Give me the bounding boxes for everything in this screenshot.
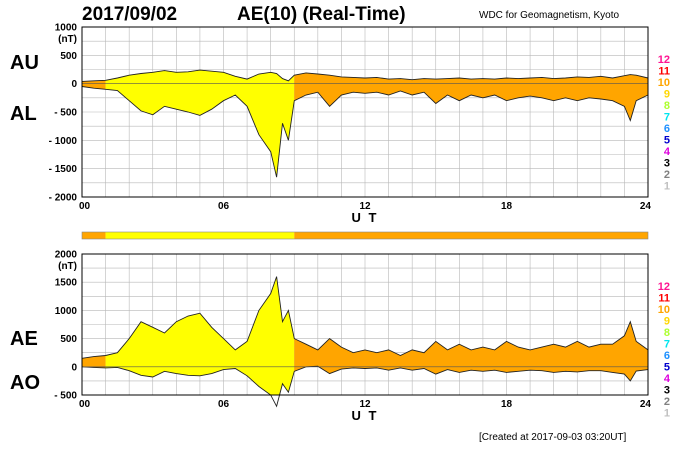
legend-item-11: 11 xyxy=(658,66,670,78)
x-tick-label: 00 xyxy=(79,201,91,212)
legend-item-8: 8 xyxy=(664,327,670,339)
legend-item-4: 4 xyxy=(664,146,671,158)
y-tick-label: 500 xyxy=(60,334,77,345)
series-label-al: AL xyxy=(10,103,37,125)
x-tick-label: 12 xyxy=(359,201,371,212)
legend-item-10: 10 xyxy=(658,77,670,89)
station-bar-segment xyxy=(105,232,295,239)
unit-label: (nT) xyxy=(58,261,77,272)
legend-item-7: 7 xyxy=(664,112,670,124)
area-fill-ae-ao xyxy=(105,276,295,395)
y-tick-label: 1000 xyxy=(55,23,78,34)
y-tick-label: - 500 xyxy=(54,108,77,119)
legend-item-4: 4 xyxy=(664,373,671,385)
series-label-au: AU xyxy=(10,52,39,74)
y-tick-label: 2000 xyxy=(55,250,78,261)
legend-item-1: 1 xyxy=(664,181,670,193)
x-tick-label: 18 xyxy=(501,399,513,410)
legend-item-5: 5 xyxy=(664,362,670,374)
legend-item-9: 9 xyxy=(664,89,670,101)
area-fill-ae-ao xyxy=(294,321,648,381)
x-axis-label: U T xyxy=(352,210,379,225)
x-tick-label: 06 xyxy=(218,399,230,410)
plot-frame xyxy=(81,26,649,198)
plot-frame xyxy=(81,253,649,396)
series-line-ao xyxy=(81,365,649,408)
series-line-ae xyxy=(81,276,649,359)
y-tick-label: - 1500 xyxy=(49,164,78,175)
station-color-bar xyxy=(81,231,649,240)
legend-item-10: 10 xyxy=(658,304,670,316)
legend-item-11: 11 xyxy=(658,293,670,305)
station-bar-segment xyxy=(294,232,648,239)
legend-item-6: 6 xyxy=(664,350,670,362)
data-source: WDC for Geomagnetism, Kyoto xyxy=(479,10,620,21)
x-tick-label: 00 xyxy=(79,399,91,410)
x-tick-label: 18 xyxy=(501,201,513,212)
chart-title: AE(10) (Real-Time) xyxy=(237,4,406,25)
legend-item-9: 9 xyxy=(664,316,670,328)
y-tick-label: 1500 xyxy=(55,278,78,289)
x-tick-label: 24 xyxy=(640,399,652,410)
station-bar-segment xyxy=(82,232,106,239)
series-line-au xyxy=(81,69,649,82)
y-tick-label: - 1000 xyxy=(49,136,78,147)
x-tick-label: 12 xyxy=(359,399,371,410)
x-tick-label: 06 xyxy=(218,201,230,212)
legend-item-3: 3 xyxy=(664,385,670,397)
series-label-ae: AE xyxy=(10,328,38,350)
x-tick-label: 24 xyxy=(640,201,652,212)
chart-date: 2017/09/02 xyxy=(82,4,178,25)
unit-label: (nT) xyxy=(58,34,77,45)
y-tick-label: - 500 xyxy=(54,391,77,402)
station-bar-frame xyxy=(81,231,649,240)
au-al-panel: 1000 500 0 - 500 - 1000 - 1500 - 2000 (nT) 00 06 1… xyxy=(49,23,671,226)
created-timestamp: [Created at 2017-09-03 03:20UT] xyxy=(479,432,627,443)
legend-item-6: 6 xyxy=(664,123,670,135)
legend-item-12: 12 xyxy=(658,281,670,293)
y-tick-label: 0 xyxy=(71,79,77,90)
legend-item-1: 1 xyxy=(664,408,670,420)
area-fill-ae-ao xyxy=(82,355,106,368)
legend-item-3: 3 xyxy=(664,158,670,170)
y-tick-label: - 2000 xyxy=(49,193,78,204)
area-fill-au-al xyxy=(294,72,648,121)
series-label-ao: AO xyxy=(10,372,40,394)
series-line-al xyxy=(81,86,649,178)
legend-item-2: 2 xyxy=(664,396,670,408)
y-tick-label: 0 xyxy=(71,362,77,373)
legend-item-8: 8 xyxy=(664,100,670,112)
y-tick-label: 1000 xyxy=(55,306,78,317)
legend-item-7: 7 xyxy=(664,339,670,351)
legend-item-12: 12 xyxy=(658,54,670,66)
x-axis-label: U T xyxy=(352,408,379,423)
y-tick-label: 500 xyxy=(60,51,77,62)
area-fill-au-al xyxy=(105,70,295,178)
legend-item-2: 2 xyxy=(664,169,670,181)
legend-item-5: 5 xyxy=(664,135,670,147)
